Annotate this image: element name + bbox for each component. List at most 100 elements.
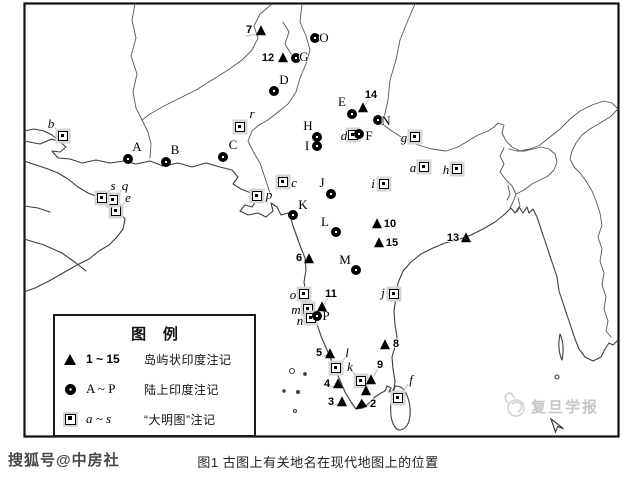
circle-marker-J <box>326 189 336 199</box>
marker-label-M: M <box>339 252 351 267</box>
marker-label-C: C <box>228 137 238 152</box>
circle-marker-N <box>373 115 383 125</box>
legend-range-numbers: 1 ~ 15 <box>86 352 120 366</box>
square-marker-a <box>419 162 429 172</box>
journal-logo-icon <box>504 392 525 417</box>
square-marker-i <box>379 179 389 189</box>
circle-marker-D <box>269 86 279 96</box>
circle-marker-B <box>161 157 171 167</box>
marker-label-13: 13 <box>446 232 460 244</box>
square-marker-c <box>278 177 288 187</box>
marker-label-e: e <box>125 190 131 205</box>
legend-range-capitals: A ~ P <box>86 381 116 396</box>
marker-label-H: H <box>303 118 313 133</box>
legend-title: 图 例 <box>131 326 178 343</box>
marker-label-A: A <box>132 139 142 154</box>
marker-label-K: K <box>298 197 308 212</box>
legend-desc-damingtu: “大明图”注记 <box>144 412 216 427</box>
square-marker-s <box>97 193 107 203</box>
circle-marker-P <box>312 311 322 321</box>
marker-label-3: 3 <box>327 396 335 408</box>
square-marker-r <box>235 122 245 132</box>
marker-label-F: F <box>365 128 373 143</box>
triangle-marker-5 <box>325 348 335 359</box>
legend-desc-islands: 岛屿状印度注记 <box>144 352 232 367</box>
marker-label-h: h <box>442 162 450 177</box>
legend-box: 图 例 1 ~ 15 岛屿状印度注记 A ~ P 陆上印度注记 a ~ s “大… <box>53 314 256 437</box>
marker-label-p: p <box>265 187 273 202</box>
marker-label-o: o <box>289 287 297 302</box>
square-marker-q <box>108 195 118 205</box>
marker-label-b: b <box>47 116 55 131</box>
square-marker-e <box>111 206 121 216</box>
triangle-marker-14 <box>358 102 368 113</box>
marker-label-6: 6 <box>295 252 303 264</box>
marker-label-10: 10 <box>383 218 397 230</box>
publisher-watermark: 搜狐号@中房社 <box>8 452 120 469</box>
marker-label-j: j <box>381 285 385 300</box>
circle-marker-M <box>351 265 361 275</box>
country-borders <box>130 3 619 338</box>
marker-label-c: c <box>291 175 297 190</box>
triangle-marker-10 <box>372 218 382 229</box>
marker-label-m: m <box>291 302 301 317</box>
triangle-marker-8 <box>380 339 390 350</box>
circle-marker-O <box>310 33 320 43</box>
square-marker-h <box>452 164 462 174</box>
marker-label-E: E <box>338 94 346 109</box>
circle-marker-L <box>331 227 341 237</box>
triangle-marker-3 <box>337 396 347 407</box>
marker-label-15: 15 <box>385 237 399 249</box>
marker-label-14: 14 <box>364 89 378 101</box>
marker-label-f: f <box>409 372 413 387</box>
triangle-marker-12 <box>278 52 288 63</box>
marker-label-l: l <box>345 345 349 360</box>
circle-marker-K <box>288 210 298 220</box>
circle-marker-E <box>347 109 357 119</box>
marker-label-g: g <box>400 130 408 145</box>
marker-label-O: O <box>319 30 329 45</box>
marker-label-s: s <box>110 178 116 193</box>
marker-label-r: r <box>249 106 255 121</box>
triangle-marker-11 <box>317 301 327 312</box>
square-marker-b <box>58 131 68 141</box>
marker-label-a: a <box>409 160 417 175</box>
triangle-marker-7 <box>256 25 266 36</box>
cursor-icon <box>549 417 564 434</box>
marker-label-G: G <box>299 49 309 64</box>
marker-label-N: N <box>381 113 391 128</box>
arrow-marker-2 <box>352 398 368 414</box>
legend-circle-icon <box>65 383 76 395</box>
legend-row-islands: 1 ~ 15 岛屿状印度注记 <box>55 344 254 374</box>
marker-label-2: 2 <box>369 398 377 410</box>
marker-label-k: k <box>347 359 353 374</box>
watermark-text: 复旦学报 <box>531 399 600 416</box>
marker-label-12: 12 <box>261 52 275 64</box>
legend-range-lowercase: a ~ s <box>86 411 112 426</box>
marker-label-7: 7 <box>245 24 253 36</box>
marker-label-11: 11 <box>325 288 337 300</box>
marker-label-L: L <box>321 214 329 229</box>
marker-label-5: 5 <box>315 347 323 359</box>
circle-marker-C <box>218 152 228 162</box>
marker-label-n: n <box>296 313 304 328</box>
square-marker-o <box>299 289 309 299</box>
coastlines <box>23 128 618 431</box>
legend-triangle-icon <box>64 353 76 365</box>
marker-label-8: 8 <box>392 338 400 350</box>
triangle-marker-15 <box>374 237 384 248</box>
marker-label-J: J <box>319 175 325 190</box>
square-marker-p <box>252 191 262 201</box>
square-marker-f <box>393 393 403 403</box>
legend-row-land: A ~ P 陆上印度注记 <box>55 374 254 404</box>
marker-label-9: 9 <box>376 359 384 371</box>
legend-row-damingtu: a ~ s “大明图”注记 <box>55 404 254 434</box>
legend-desc-land: 陆上印度注记 <box>144 382 220 397</box>
marker-label-I: I <box>304 138 310 153</box>
circle-marker-I <box>312 141 322 151</box>
marker-label-d: d <box>340 128 348 143</box>
square-marker-g <box>410 132 420 142</box>
